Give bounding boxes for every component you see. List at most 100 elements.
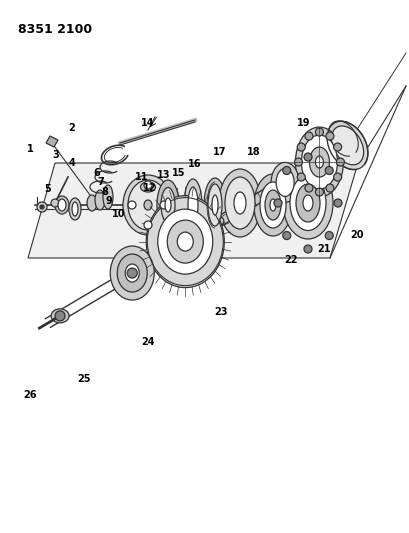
Circle shape <box>325 184 333 192</box>
Circle shape <box>55 311 65 321</box>
Ellipse shape <box>295 184 319 222</box>
Text: 12: 12 <box>143 183 156 193</box>
Text: 18: 18 <box>247 147 261 157</box>
Circle shape <box>333 173 341 181</box>
Ellipse shape <box>167 220 203 263</box>
Ellipse shape <box>282 167 332 239</box>
Ellipse shape <box>51 309 69 323</box>
Circle shape <box>40 205 44 209</box>
Circle shape <box>333 143 341 151</box>
Ellipse shape <box>185 231 200 243</box>
Ellipse shape <box>218 169 261 237</box>
Ellipse shape <box>264 190 280 220</box>
Ellipse shape <box>72 202 78 216</box>
Ellipse shape <box>103 185 113 209</box>
Circle shape <box>282 166 290 174</box>
Ellipse shape <box>275 168 293 196</box>
Circle shape <box>144 181 152 189</box>
Circle shape <box>273 199 281 207</box>
Ellipse shape <box>326 121 367 169</box>
Polygon shape <box>46 136 58 147</box>
Text: 14: 14 <box>141 118 154 127</box>
Text: 24: 24 <box>141 337 154 347</box>
Ellipse shape <box>110 246 154 300</box>
Ellipse shape <box>178 236 192 247</box>
Ellipse shape <box>55 196 69 214</box>
Text: 19: 19 <box>296 118 309 127</box>
Ellipse shape <box>225 177 254 229</box>
Ellipse shape <box>259 182 285 228</box>
Ellipse shape <box>157 209 212 274</box>
Ellipse shape <box>234 192 245 214</box>
Ellipse shape <box>302 195 312 211</box>
Circle shape <box>304 184 312 192</box>
Circle shape <box>325 132 333 140</box>
Circle shape <box>315 188 323 196</box>
Circle shape <box>37 202 47 212</box>
Text: 22: 22 <box>284 255 297 265</box>
Ellipse shape <box>207 184 221 226</box>
Ellipse shape <box>144 200 152 210</box>
Circle shape <box>304 132 312 140</box>
Ellipse shape <box>177 232 193 251</box>
Circle shape <box>297 173 305 181</box>
Circle shape <box>294 158 302 166</box>
Ellipse shape <box>188 187 198 223</box>
Circle shape <box>324 166 333 174</box>
Circle shape <box>303 245 311 253</box>
Circle shape <box>303 153 311 161</box>
Text: 23: 23 <box>214 307 227 317</box>
Circle shape <box>315 128 323 136</box>
Ellipse shape <box>123 175 173 235</box>
Ellipse shape <box>201 222 216 233</box>
Text: 8351 2100: 8351 2100 <box>18 23 92 36</box>
Circle shape <box>144 221 152 229</box>
Ellipse shape <box>270 163 299 203</box>
Text: 11: 11 <box>135 173 148 182</box>
Ellipse shape <box>184 179 202 231</box>
Text: 13: 13 <box>157 170 170 180</box>
Circle shape <box>128 201 136 209</box>
Circle shape <box>297 143 305 151</box>
Text: 9: 9 <box>105 197 112 206</box>
Ellipse shape <box>128 180 168 230</box>
Ellipse shape <box>295 127 343 197</box>
Circle shape <box>324 231 333 239</box>
Text: 25: 25 <box>77 375 90 384</box>
Text: 2: 2 <box>68 123 75 133</box>
Ellipse shape <box>315 156 323 168</box>
Text: 8: 8 <box>101 187 108 197</box>
Ellipse shape <box>193 227 208 238</box>
Text: 10: 10 <box>112 209 125 219</box>
Text: 3: 3 <box>52 150 58 159</box>
Ellipse shape <box>164 198 171 212</box>
Circle shape <box>336 158 344 166</box>
Text: 17: 17 <box>212 147 225 157</box>
Ellipse shape <box>95 190 105 210</box>
Ellipse shape <box>301 135 337 189</box>
Text: 15: 15 <box>171 168 184 178</box>
Ellipse shape <box>330 126 363 165</box>
Ellipse shape <box>117 254 147 292</box>
Ellipse shape <box>204 178 225 232</box>
Ellipse shape <box>58 199 66 211</box>
Circle shape <box>333 199 341 207</box>
Circle shape <box>160 201 168 209</box>
Text: 26: 26 <box>23 391 36 400</box>
Polygon shape <box>28 163 357 258</box>
Text: 5: 5 <box>44 184 50 194</box>
Circle shape <box>127 268 137 278</box>
Ellipse shape <box>170 240 184 252</box>
Ellipse shape <box>254 174 291 236</box>
Ellipse shape <box>125 264 139 282</box>
Ellipse shape <box>69 198 81 220</box>
Circle shape <box>51 199 59 207</box>
Ellipse shape <box>289 175 325 230</box>
Text: 4: 4 <box>68 158 75 167</box>
Text: 6: 6 <box>93 168 99 178</box>
Text: 7: 7 <box>97 177 103 187</box>
Ellipse shape <box>161 188 175 222</box>
Ellipse shape <box>157 180 179 230</box>
Ellipse shape <box>211 195 218 215</box>
Text: 20: 20 <box>349 230 362 239</box>
